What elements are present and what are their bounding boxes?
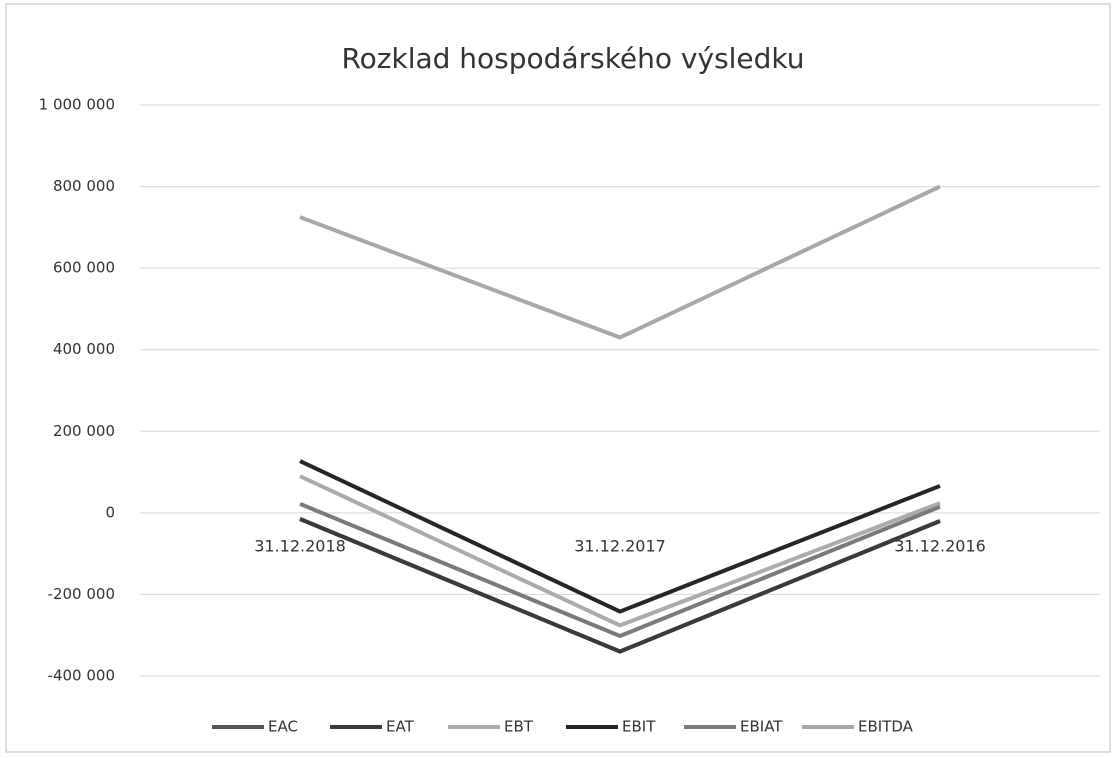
x-tick-label: 31.12.2016 (894, 536, 986, 555)
y-tick-label: 400 000 (53, 340, 115, 358)
series-line (299, 474, 941, 628)
legend-label: EBIAT (740, 718, 783, 736)
y-tick-label: 1 000 000 (39, 96, 115, 114)
legend-label: EAC (268, 718, 298, 736)
legend-label: EAT (386, 718, 415, 736)
y-tick-label: -400 000 (48, 667, 115, 685)
series-line (299, 517, 941, 654)
series-line (299, 459, 941, 614)
y-tick-label: 0 (105, 503, 115, 521)
x-tick-label: 31.12.2018 (254, 536, 346, 555)
legend-label: EBITDA (858, 718, 914, 736)
x-tick-label: 31.12.2017 (574, 536, 666, 555)
y-tick-label: 800 000 (53, 177, 115, 195)
chart-frame (5, 3, 1111, 753)
y-tick-label: 600 000 (53, 259, 115, 277)
series-line (299, 184, 941, 340)
y-tick-label: -200 000 (48, 585, 115, 603)
series-line (299, 502, 941, 639)
y-tick-label: 200 000 (53, 422, 115, 440)
legend-label: EBIT (622, 718, 656, 736)
legend-label: EBT (504, 718, 534, 736)
chart-title: Rozklad hospodárského výsledku (341, 42, 804, 75)
